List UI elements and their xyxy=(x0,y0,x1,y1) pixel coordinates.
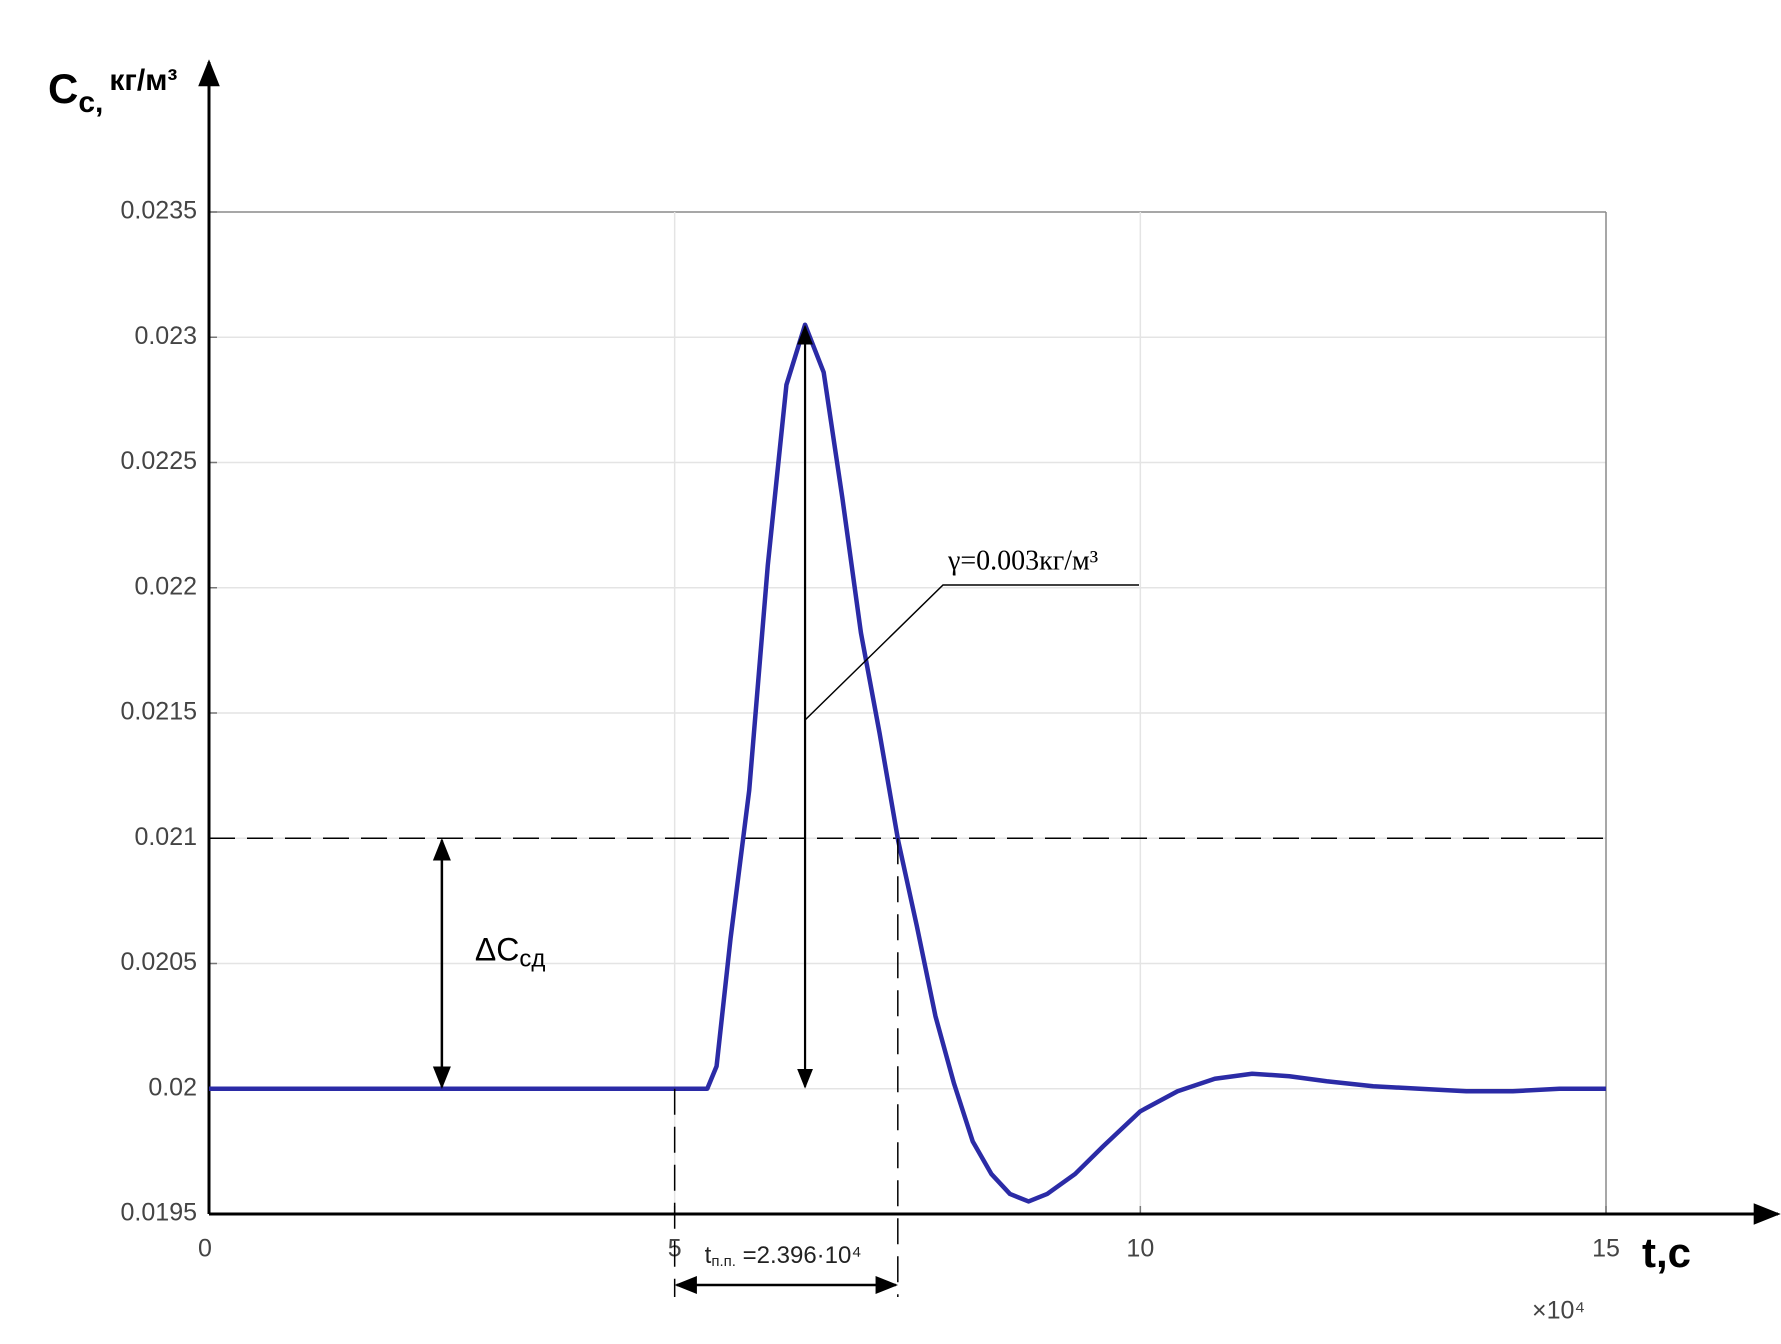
y-tick-label: 0.022 xyxy=(134,572,197,600)
y-axis-label: Cс,кг/м³ xyxy=(48,64,177,119)
y-tick-label: 0.0225 xyxy=(121,447,197,475)
y-tick-label: 0.0195 xyxy=(121,1199,197,1227)
x-multiplier: ×10⁴ xyxy=(1532,1297,1585,1325)
y-tick-label: 0.023 xyxy=(134,322,197,350)
y-tick-label: 0.02 xyxy=(148,1073,197,1101)
gamma-label: γ=0.003кг/м³ xyxy=(947,545,1098,576)
settling-sub: п.п. xyxy=(711,1253,736,1270)
y-label-main: C xyxy=(48,65,78,112)
x-tick-label: 10 xyxy=(1126,1235,1154,1263)
data-line xyxy=(209,322,1606,1204)
x-tick-label: 0 xyxy=(198,1235,212,1263)
y-label-sub: с, xyxy=(78,86,103,119)
settling-label: tп.п. =2.396·10⁴ xyxy=(705,1242,862,1270)
y-tick-label: 0.021 xyxy=(134,823,197,851)
y-label-unit: кг/м³ xyxy=(109,64,177,97)
settling-main: t xyxy=(705,1242,712,1269)
delta-main: ΔC xyxy=(475,932,519,968)
x-axis-label: t,с xyxy=(1642,1229,1691,1276)
y-tick-label: 0.0215 xyxy=(121,698,197,726)
x-tick-label: 15 xyxy=(1592,1235,1620,1263)
y-tick-label: 0.0205 xyxy=(121,948,197,976)
settling-rest: =2.396·10⁴ xyxy=(736,1242,862,1269)
y-tick-label: 0.0235 xyxy=(121,197,197,225)
delta-label: ΔCсд xyxy=(475,932,545,973)
gamma-leader xyxy=(804,584,1139,721)
delta-sub: сд xyxy=(519,946,545,973)
